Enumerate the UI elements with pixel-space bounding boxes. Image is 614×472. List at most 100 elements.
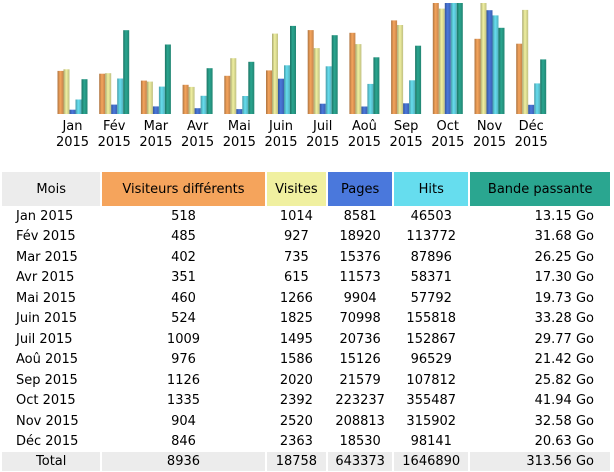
month-year: 2015 bbox=[389, 135, 423, 150]
bar-visitors-0 bbox=[57, 70, 64, 114]
cell-visits: 1825 bbox=[279, 311, 313, 327]
cell-month: Fév 2015 bbox=[16, 229, 76, 245]
cell-bandwidth: 26.25 Go bbox=[534, 249, 594, 265]
cell-hits: 152867 bbox=[406, 331, 457, 347]
month-name: Juin bbox=[269, 119, 293, 134]
cell-month: Déc 2015 bbox=[16, 434, 79, 450]
cell-bandwidth: 32.58 Go bbox=[534, 413, 594, 429]
table-row: Mar 2015 402 735 15376 87896 26.25 Go bbox=[2, 247, 610, 268]
cell-pages: 8581 bbox=[343, 208, 377, 224]
cell-month: Total bbox=[2, 452, 101, 471]
cell-visits: 735 bbox=[283, 249, 309, 265]
bar-pages-1 bbox=[111, 104, 118, 114]
table-row: Juin 2015 524 1825 70998 155818 33.28 Go bbox=[2, 309, 610, 330]
bar-visitors-5 bbox=[266, 70, 272, 114]
cell-bandwidth: 19.73 Go bbox=[534, 290, 594, 306]
bar-hits-10 bbox=[492, 15, 499, 114]
cell-hits: 46503 bbox=[410, 208, 452, 224]
table-row: Mai 2015 460 1266 9904 57792 19.73 Go bbox=[2, 288, 610, 309]
month-label: Mai 2015 bbox=[216, 119, 262, 151]
month-label: Fév 2015 bbox=[91, 119, 137, 151]
cell-month: Juin 2015 bbox=[16, 311, 78, 327]
month-name: Jan bbox=[62, 119, 83, 134]
bar-visitors-1 bbox=[99, 73, 106, 114]
bar-bandwidth-5 bbox=[290, 25, 296, 114]
cell-visitors: 485 bbox=[171, 229, 196, 245]
bar-hits-1 bbox=[117, 78, 124, 114]
month-year: 2015 bbox=[97, 135, 131, 150]
cell-month: Avr 2015 bbox=[16, 270, 75, 286]
cell-month: Mar 2015 bbox=[16, 249, 78, 265]
month-year: 2015 bbox=[347, 135, 381, 150]
cell-hits: 1646890 bbox=[394, 452, 469, 471]
cell-hits: 107812 bbox=[406, 372, 457, 388]
month-label: Nov 2015 bbox=[467, 119, 513, 151]
header-visits: Visites bbox=[266, 172, 327, 206]
table-row: Avr 2015 351 615 11573 58371 17.30 Go bbox=[2, 268, 610, 289]
cell-visits: 2363 bbox=[279, 434, 313, 450]
cell-pages: 15126 bbox=[339, 352, 381, 368]
month-label: Juil 2015 bbox=[300, 119, 346, 151]
cell-visits: 1266 bbox=[279, 290, 313, 306]
cell-visitors: 8936 bbox=[102, 452, 265, 471]
bar-visits-10 bbox=[480, 3, 487, 114]
cell-month: Sep 2015 bbox=[16, 372, 78, 388]
cell-visits: 927 bbox=[283, 229, 309, 245]
cell-pages: 208813 bbox=[335, 413, 385, 429]
table-row: Nov 2015 904 2520 208813 315902 32.58 Go bbox=[2, 411, 610, 432]
month-year: 2015 bbox=[222, 135, 256, 150]
cell-visitors: 524 bbox=[171, 311, 196, 327]
bar-visitors-2 bbox=[140, 80, 147, 114]
total-row: Total 8936 18758 643373 1646890 313.56 Go bbox=[2, 452, 610, 471]
header-pages: Pages bbox=[328, 172, 393, 206]
cell-hits: 155818 bbox=[406, 311, 457, 327]
bar-bandwidth-4 bbox=[248, 61, 255, 114]
cell-hits: 87896 bbox=[410, 249, 452, 265]
bar-bandwidth-11 bbox=[540, 59, 547, 114]
month-name: Aoû bbox=[351, 119, 377, 134]
bar-bandwidth-0 bbox=[81, 79, 88, 114]
cell-hits: 58371 bbox=[410, 270, 452, 286]
bar-hits-3 bbox=[200, 95, 207, 114]
month-label: Déc 2015 bbox=[508, 119, 554, 151]
bar-bandwidth-3 bbox=[206, 68, 213, 114]
month-name: Déc bbox=[518, 119, 544, 134]
table-row: Fév 2015 485 927 18920 113772 31.68 Go bbox=[2, 227, 610, 248]
month-name: Mai bbox=[227, 119, 251, 134]
cell-bandwidth: 41.94 Go bbox=[534, 393, 594, 409]
bar-visits-8 bbox=[397, 25, 404, 114]
bar-hits-5 bbox=[284, 65, 290, 114]
bar-visitors-3 bbox=[182, 84, 189, 114]
bar-pages-7 bbox=[361, 106, 368, 114]
cell-visits: 1014 bbox=[279, 208, 313, 224]
month-year: 2015 bbox=[181, 135, 215, 150]
bar-visits-11 bbox=[522, 9, 529, 114]
bar-visitors-4 bbox=[224, 75, 231, 114]
bar-visits-9 bbox=[438, 8, 445, 115]
cell-visitors: 1126 bbox=[166, 372, 201, 388]
bar-visits-6 bbox=[313, 48, 320, 114]
cell-visitors: 1009 bbox=[166, 331, 201, 347]
bar-bandwidth-9 bbox=[456, 3, 463, 114]
bar-visitors-9 bbox=[432, 3, 439, 114]
bar-visitors-11 bbox=[516, 43, 523, 115]
month-year: 2015 bbox=[472, 135, 507, 150]
cell-hits: 315902 bbox=[406, 413, 457, 429]
month-label: Avr 2015 bbox=[175, 119, 221, 151]
month-name: Nov bbox=[476, 119, 503, 134]
bar-hits-8 bbox=[409, 80, 416, 114]
cell-bandwidth: 20.63 Go bbox=[534, 434, 594, 450]
bar-hits-4 bbox=[242, 96, 249, 114]
monthly-stats-table: Mois Visiteurs différents Visites Pages … bbox=[0, 172, 612, 471]
bar-pages-10 bbox=[486, 10, 493, 115]
bar-bandwidth-7 bbox=[373, 57, 380, 114]
cell-bandwidth: 29.77 Go bbox=[534, 331, 594, 347]
bar-visits-4 bbox=[230, 58, 237, 114]
bar-pages-6 bbox=[319, 103, 326, 114]
bar-visits-0 bbox=[63, 69, 70, 114]
month-name: Mar bbox=[143, 119, 169, 134]
cell-pages: 643373 bbox=[328, 452, 393, 471]
cell-bandwidth: 313.56 Go bbox=[470, 452, 610, 471]
bar-bandwidth-10 bbox=[498, 27, 505, 114]
bar-visitors-10 bbox=[474, 38, 481, 114]
